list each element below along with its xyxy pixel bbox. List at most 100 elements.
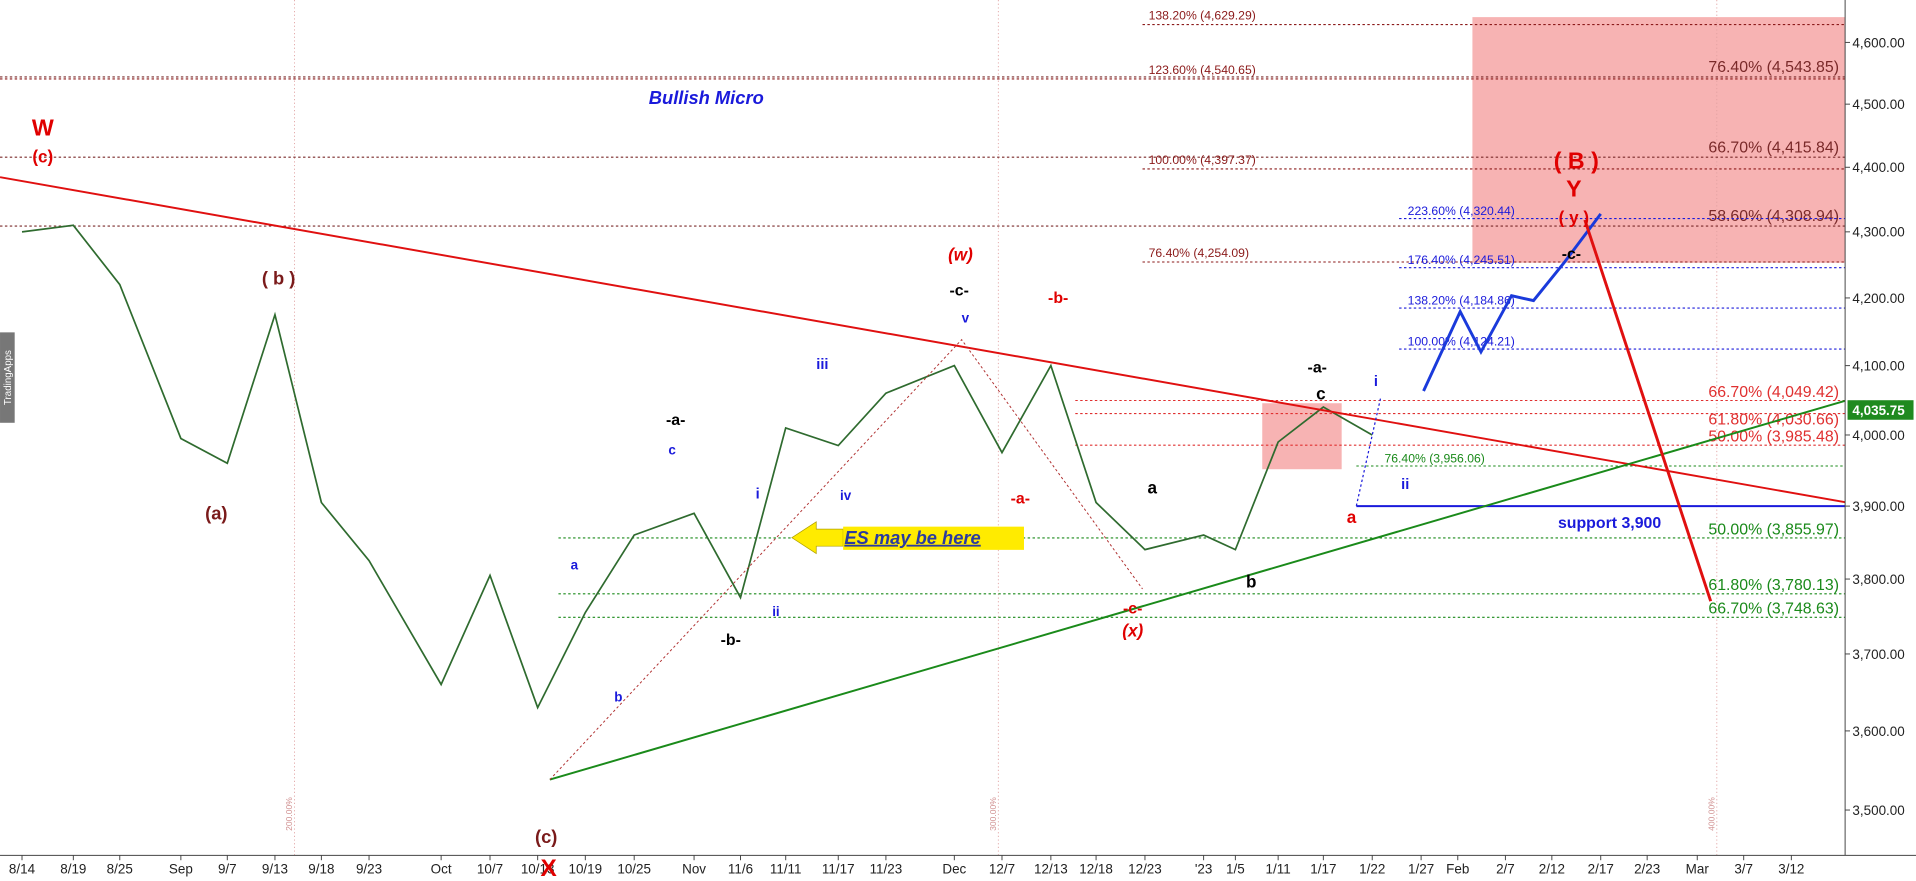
level-label: 76.40% (4,254.09) [1149, 246, 1249, 260]
level-label: 138.20% (4,629.29) [1149, 9, 1256, 23]
trendline [549, 399, 1846, 781]
wave-label: -b- [1048, 290, 1068, 307]
wave-label: (x) [1122, 622, 1143, 641]
cycle-label: 400.00% [1706, 797, 1716, 831]
level-label: 66.70% (4,049.42) [1708, 384, 1839, 401]
callout-text: ES may be here [844, 527, 980, 548]
x-tick-label: 9/23 [356, 862, 382, 877]
level-label: 223.60% (4,320.44) [1408, 204, 1515, 218]
x-tick-label: 3/7 [1734, 862, 1753, 877]
x-tick-label: 3/12 [1778, 862, 1804, 877]
target-zone [1472, 17, 1846, 263]
level-label: 76.40% (3,956.06) [1384, 451, 1484, 465]
level-label: 50.00% (3,985.48) [1708, 429, 1839, 446]
level-label: 66.70% (4,415.84) [1708, 139, 1839, 156]
wave-label: i [756, 487, 760, 503]
level-label: 58.60% (4,308.94) [1708, 208, 1839, 225]
x-tick-label: 2/17 [1588, 862, 1614, 877]
wave-label: b [1246, 573, 1256, 592]
y-tick-label: 3,900.00 [1852, 499, 1904, 514]
level-label: 100.00% (4,124.21) [1408, 334, 1515, 348]
x-tick-label: 2/7 [1496, 862, 1515, 877]
x-tick-label: 10/19 [568, 862, 602, 877]
y-tick-label: 3,600.00 [1852, 724, 1904, 739]
wave-label: iv [840, 488, 852, 503]
watermark: TradingApps [3, 350, 14, 405]
y-tick-label: 3,700.00 [1852, 647, 1904, 662]
wave-label: (c) [32, 148, 53, 167]
wave-label: v [962, 311, 970, 326]
y-tick-label: 4,300.00 [1852, 225, 1904, 240]
wave-guide [549, 338, 1143, 780]
trendline [0, 176, 1846, 504]
wave-label: a [1148, 479, 1158, 498]
wave-label: iii [816, 357, 828, 373]
projection [1583, 219, 1713, 602]
decor: 200.00% 300.00% 400.00% [284, 0, 1846, 856]
x-tick-label: Oct [431, 862, 452, 877]
x-tick-label: Mar [1686, 862, 1710, 877]
wave-label: -c- [950, 283, 969, 300]
wave-label: -a- [1011, 490, 1030, 507]
wave-label: -a- [666, 412, 685, 429]
wave-label: Y [1566, 176, 1582, 202]
wave-label: (a) [205, 502, 227, 523]
level-label: 50.00% (3,855.97) [1708, 521, 1839, 538]
x-tick-label: 2/12 [1539, 862, 1565, 877]
x-tick-label: '23 [1195, 862, 1213, 877]
level-label: 138.20% (4,184.86) [1408, 293, 1515, 307]
level-label: 61.80% (3,780.13) [1708, 577, 1839, 594]
x-tick-label: 9/13 [262, 862, 288, 877]
wave-guide [1355, 396, 1382, 507]
level-label: support 3,900 [1558, 515, 1661, 532]
wave-label: a [1347, 508, 1357, 527]
wave-label: (w) [948, 245, 973, 264]
x-tick-label: 11/17 [822, 862, 855, 877]
level-label: 100.00% (4,397.37) [1149, 153, 1256, 167]
x-tick-label: 2/23 [1634, 862, 1660, 877]
x-tick-label: 11/11 [770, 862, 802, 877]
y-tick-label: 4,500.00 [1852, 97, 1904, 112]
y-tick-label: 4,600.00 [1852, 35, 1904, 50]
wave-label: c [668, 443, 676, 458]
level-label: 76.40% (4,543.85) [1708, 59, 1839, 76]
x-tick-label: Dec [942, 862, 966, 877]
wave-label: i [1374, 374, 1378, 390]
wave-label: W [32, 115, 54, 141]
level-label: 61.80% (4,030.66) [1708, 412, 1839, 429]
wave-label: -c- [1562, 246, 1581, 263]
wave-label: -b- [721, 632, 741, 649]
wave-label: c [1316, 385, 1326, 404]
x-tick-label: 1/27 [1408, 862, 1434, 877]
y-tick-label: 4,000.00 [1852, 428, 1904, 443]
x-tick-label: 9/7 [218, 862, 237, 877]
wave-label: a [571, 557, 579, 572]
overlay: ES may be here TradingApps [0, 176, 1846, 781]
wave-label: -c- [1123, 600, 1142, 617]
level-label: 66.70% (3,748.63) [1708, 601, 1839, 618]
x-tick-label: 9/18 [308, 862, 334, 877]
x-tick-label: 8/25 [107, 862, 133, 877]
x-tick-label: 10/25 [617, 862, 651, 877]
x-tick-label: 8/19 [60, 862, 86, 877]
x-tick-label: 12/18 [1079, 862, 1113, 877]
cycle-label: 200.00% [284, 797, 294, 831]
wave-label: (c) [535, 826, 557, 847]
x-tick-label: 12/23 [1128, 862, 1162, 877]
x-tick-label: 10/7 [477, 862, 503, 877]
y-tick-label: 4,200.00 [1852, 291, 1904, 306]
level-label: 176.40% (4,245.51) [1408, 253, 1515, 267]
y-tick-label: 3,800.00 [1852, 572, 1904, 587]
cycle-label: 300.00% [988, 797, 998, 831]
x-tick-label: 12/7 [989, 862, 1015, 877]
y-tick-label: 4,100.00 [1852, 359, 1904, 374]
levels: 138.20% (4,629.29) 123.60% (4,540.65) 76.4… [0, 9, 1846, 618]
y-tick-label: 4,400.00 [1852, 160, 1904, 175]
x-tick-label: Feb [1446, 862, 1469, 877]
x-tick-label: Sep [169, 862, 193, 877]
wave-label: X [541, 855, 558, 881]
wave-label: ( b ) [262, 268, 296, 289]
y-tick-label: 3,500.00 [1852, 803, 1904, 818]
